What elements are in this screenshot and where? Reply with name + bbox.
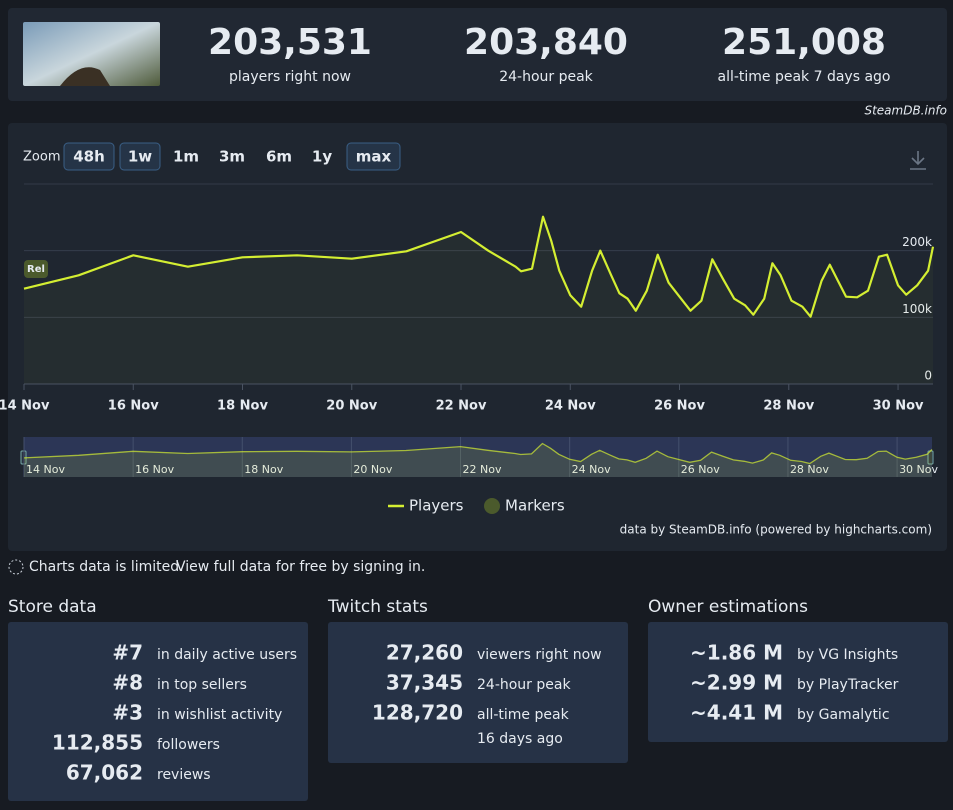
- series-line: [23, 215, 935, 318]
- row-label[interactable]: in wishlist activity: [157, 707, 282, 723]
- legend-label[interactable]: Markers: [505, 497, 565, 515]
- x-tick-label: 30 Nov: [873, 399, 924, 414]
- source-label: SteamDB.info: [864, 104, 947, 118]
- zoom-button-label[interactable]: 1m: [173, 148, 199, 166]
- row-value: ~4.41 M: [690, 701, 783, 725]
- navigator-tick-label: 18 Nov: [244, 463, 283, 476]
- row-label[interactable]: by PlayTracker: [797, 677, 899, 693]
- navigator-tick-label: 28 Nov: [790, 463, 829, 476]
- row-value: ~2.99 M: [690, 671, 783, 695]
- section-card: [648, 622, 948, 742]
- zoom-button[interactable]: [346, 142, 401, 171]
- zoom-button-label[interactable]: 3m: [219, 148, 245, 166]
- row-label[interactable]: in daily active users: [157, 647, 297, 663]
- y-tick-label: 0: [924, 369, 932, 383]
- marker-label: Rel: [27, 264, 45, 275]
- row-value: ~1.86 M: [690, 641, 783, 665]
- row-label[interactable]: reviews: [157, 767, 211, 783]
- navigator-tick-label: 14 Nov: [26, 463, 65, 476]
- notice-link[interactable]: View full data for free by signing in.: [176, 559, 425, 575]
- x-tick-label: 22 Nov: [436, 399, 487, 414]
- stat-value: 203,531: [208, 22, 372, 63]
- section-title: Owner estimations: [648, 597, 808, 617]
- row-label[interactable]: by Gamalytic: [797, 707, 890, 723]
- row-value: 67,062: [66, 761, 143, 785]
- row-value: #3: [112, 701, 143, 725]
- stat-value: 203,840: [464, 22, 628, 63]
- row-label: 24-hour peak: [477, 677, 571, 693]
- legend-marker: [484, 498, 500, 514]
- navigator-tick-label: 30 Nov: [899, 463, 938, 476]
- section-title: Store data: [8, 597, 97, 617]
- section-card: [8, 622, 308, 801]
- navigator-tick-label: 20 Nov: [353, 463, 392, 476]
- navigator-tick-label: 22 Nov: [463, 463, 502, 476]
- y-tick-label: 100k: [902, 302, 932, 316]
- legend-label[interactable]: Players: [409, 497, 464, 515]
- row-label: all-time peak: [477, 707, 570, 723]
- row-label[interactable]: followers: [157, 737, 220, 753]
- row-value: #7: [112, 641, 143, 665]
- row-value: 27,260: [386, 641, 463, 665]
- row-value: #8: [112, 671, 143, 695]
- zoom-button-label[interactable]: 1y: [312, 148, 332, 166]
- x-tick-label: 28 Nov: [763, 399, 814, 414]
- stat-label: 24-hour peak: [499, 69, 593, 85]
- capsule-art: [60, 67, 110, 86]
- x-tick-label: 18 Nov: [217, 399, 268, 414]
- x-tick-label: 26 Nov: [654, 399, 705, 414]
- row-value: 112,855: [52, 731, 143, 755]
- stats-panel: [8, 8, 947, 101]
- game-capsule[interactable]: [23, 22, 160, 86]
- series-area: [24, 216, 933, 384]
- stat-label: players right now: [229, 69, 351, 85]
- navigator: [24, 437, 932, 477]
- zoom-button[interactable]: [119, 142, 161, 171]
- navigator-line: [23, 442, 933, 465]
- row-value: 37,345: [386, 671, 463, 695]
- row-value: 128,720: [372, 701, 463, 725]
- download-icon[interactable]: [910, 151, 926, 170]
- section-title: Twitch stats: [327, 597, 428, 617]
- zoom-button[interactable]: [63, 142, 115, 171]
- row-label[interactable]: by VG Insights: [797, 647, 898, 663]
- x-tick-label: 14 Nov: [0, 399, 50, 414]
- row-label: viewers right now: [477, 647, 602, 663]
- x-tick-label: 24 Nov: [545, 399, 596, 414]
- zoom-button-label[interactable]: max: [356, 148, 392, 166]
- marker-flag[interactable]: [24, 260, 48, 278]
- row-label[interactable]: in top sellers: [157, 677, 247, 693]
- section-card: [328, 622, 628, 763]
- stat-label: all-time peak 7 days ago: [717, 69, 890, 85]
- row-note: 16 days ago: [477, 731, 563, 747]
- y-tick-label: 200k: [902, 235, 932, 249]
- x-tick-label: 20 Nov: [326, 399, 377, 414]
- navigator-tick-label: 26 Nov: [681, 463, 720, 476]
- stat-value: 251,008: [722, 22, 886, 63]
- x-tick-label: 16 Nov: [108, 399, 159, 414]
- zoom-button-label[interactable]: 1w: [128, 148, 152, 166]
- navigator-tick-label: 16 Nov: [135, 463, 174, 476]
- zoom-button-label[interactable]: 6m: [266, 148, 292, 166]
- notice-text: Charts data is limited.: [29, 559, 184, 575]
- zoom-button-label[interactable]: 48h: [73, 148, 105, 166]
- notice-icon: [8, 559, 24, 575]
- zoom-label: Zoom: [23, 150, 60, 165]
- navigator-tick-label: 24 Nov: [572, 463, 611, 476]
- chart-credits: data by SteamDB.info (powered by highcha…: [620, 523, 932, 537]
